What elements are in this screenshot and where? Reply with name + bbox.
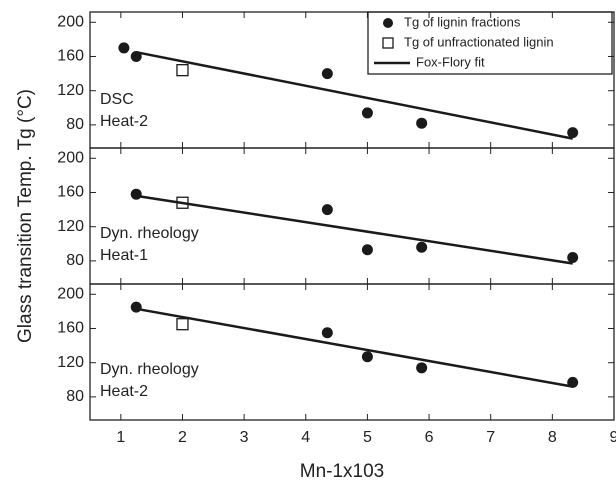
point (416, 362, 428, 374)
plot-frame (89, 147, 615, 285)
y-tick-label: 80 (66, 116, 84, 133)
y-tick-label: 200 (57, 149, 84, 166)
plot-frame (89, 11, 615, 149)
y-tick-label: 160 (57, 184, 84, 201)
fit-line (135, 50, 573, 140)
legend-marker (383, 18, 393, 28)
point (321, 327, 333, 339)
y-tick-label: 120 (57, 218, 84, 235)
y-tick-label: 160 (57, 48, 84, 65)
point (567, 127, 579, 139)
fit-line (136, 307, 573, 388)
point (361, 351, 373, 363)
x-tick-label: 7 (486, 429, 495, 446)
point (416, 241, 428, 253)
x-tick-label: 2 (178, 429, 187, 446)
plot-frame (89, 283, 615, 421)
annotation: Heat-2 (100, 383, 148, 400)
point (321, 204, 333, 216)
y-tick-label: 160 (57, 320, 84, 337)
legend-marker (382, 37, 394, 49)
point (416, 117, 428, 129)
x-tick-label: 4 (301, 429, 310, 446)
annotation: Heat-2 (100, 113, 148, 130)
point (361, 244, 373, 256)
y-axis-label: Glass transition Temp. Tg (°C) (15, 89, 36, 343)
legend-label: Tg of unfractionated lignin (404, 34, 554, 49)
point (130, 301, 142, 313)
x-tick-label: 1 (116, 429, 125, 446)
point (130, 188, 142, 200)
x-tick-label: 9 (610, 429, 616, 446)
annotation: Dyn. rheology (100, 361, 199, 378)
annotation: DSC (100, 91, 134, 108)
x-axis-label: Mn-1x103 (300, 461, 385, 482)
point (567, 251, 579, 263)
y-tick-label: 200 (57, 13, 84, 30)
legend-box (367, 11, 613, 75)
annotation: Heat-1 (100, 247, 148, 264)
point (176, 64, 189, 77)
y-tick-label: 200 (57, 285, 84, 302)
annotation: Dyn. rheology (100, 225, 199, 242)
point (321, 68, 333, 80)
y-tick-label: 80 (66, 252, 84, 269)
y-tick-label: 120 (57, 354, 84, 371)
x-tick-label: 5 (363, 429, 372, 446)
point (118, 42, 130, 54)
y-tick-label: 120 (57, 82, 84, 99)
y-tick-label: 80 (66, 388, 84, 405)
legend-label: Tg of lignin fractions (404, 14, 521, 29)
point (361, 107, 373, 119)
x-tick-label: 8 (548, 429, 557, 446)
x-tick-label: 3 (240, 429, 249, 446)
point (176, 318, 189, 331)
fit-line (136, 194, 573, 265)
legend-label: Fox-Flory fit (416, 54, 485, 69)
x-tick-label: 6 (425, 429, 434, 446)
